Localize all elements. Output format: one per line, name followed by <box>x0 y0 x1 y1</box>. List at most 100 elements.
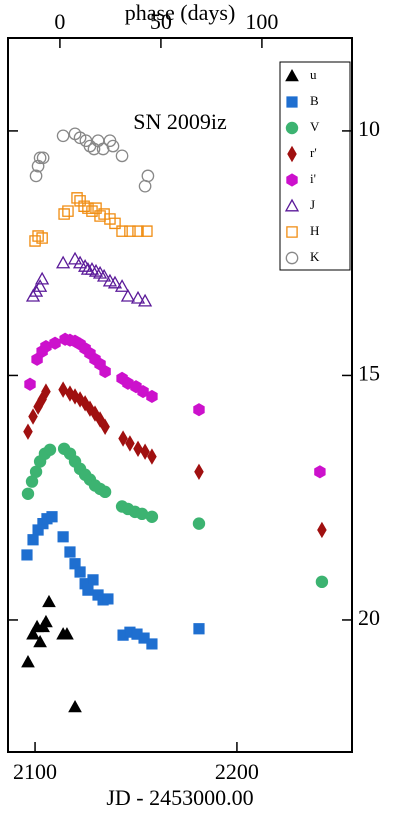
data-point <box>33 634 47 648</box>
data-point <box>21 487 35 500</box>
legend-marker <box>286 96 298 108</box>
legend-label: V <box>310 119 320 134</box>
data-point <box>71 192 83 204</box>
data-point <box>58 208 70 220</box>
data-point <box>116 225 128 237</box>
legend-label: H <box>310 223 319 238</box>
data-point <box>133 440 143 457</box>
data-point <box>36 232 48 244</box>
data-point <box>78 200 90 212</box>
y-tick-label: 15 <box>358 360 380 385</box>
data-point <box>106 139 120 153</box>
legend-label: K <box>310 249 320 264</box>
data-point <box>68 127 82 141</box>
data-point <box>193 623 205 635</box>
data-point <box>96 268 112 282</box>
data-point <box>56 129 70 143</box>
data-point <box>102 593 114 605</box>
data-point <box>56 255 71 269</box>
data-point <box>29 465 43 478</box>
data-point <box>140 443 150 460</box>
data-point <box>141 169 155 183</box>
top-tick-label: 0 <box>54 9 65 34</box>
data-point <box>98 208 110 220</box>
legend-label: i' <box>310 171 316 186</box>
y-tick-label: 10 <box>358 116 380 141</box>
data-point <box>137 384 149 399</box>
x-tick-label: 2200 <box>215 759 259 784</box>
data-point <box>317 521 327 539</box>
legend-marker <box>285 68 299 82</box>
data-point <box>86 205 98 217</box>
data-point <box>85 400 95 417</box>
data-point <box>99 364 111 379</box>
data-point <box>35 271 50 285</box>
data-point <box>109 217 121 230</box>
data-point <box>49 336 61 350</box>
data-point <box>130 290 146 304</box>
legend-marker <box>286 226 298 238</box>
data-point <box>137 293 153 307</box>
data-point <box>39 614 53 628</box>
data-point <box>33 151 47 165</box>
data-point <box>68 699 82 713</box>
plot-frame <box>7 37 353 753</box>
data-point <box>74 195 86 207</box>
data-point <box>141 225 153 237</box>
legend-marker <box>285 121 299 135</box>
legend-marker <box>286 173 298 187</box>
data-point <box>314 465 326 479</box>
data-point <box>21 654 35 668</box>
data-point <box>88 263 104 277</box>
data-point <box>46 511 58 523</box>
legend-marker <box>285 251 299 265</box>
data-point <box>194 463 204 480</box>
legend-label: r' <box>310 145 317 160</box>
data-point <box>95 411 105 428</box>
data-point <box>125 435 135 452</box>
top-tick-label: 100 <box>245 9 278 34</box>
data-point <box>90 202 102 214</box>
data-point <box>41 383 51 400</box>
data-point <box>104 213 116 225</box>
data-point <box>58 381 68 398</box>
data-point <box>114 279 130 292</box>
data-point <box>146 389 158 404</box>
data-point <box>120 288 136 302</box>
data-point <box>29 169 43 183</box>
data-point <box>43 443 57 456</box>
legend-label: J <box>310 197 315 212</box>
x-axis-label: JD - 2453000.00 <box>106 785 253 810</box>
data-point <box>84 261 100 275</box>
data-point <box>118 430 128 447</box>
data-point <box>32 230 44 242</box>
data-point <box>27 534 39 546</box>
data-point <box>315 575 329 589</box>
data-point <box>24 377 36 391</box>
data-point <box>32 279 48 292</box>
data-point <box>60 627 74 640</box>
data-point <box>23 423 33 440</box>
data-point <box>62 205 74 217</box>
data-point <box>26 627 40 640</box>
legend-label: B <box>310 93 319 108</box>
data-point <box>115 149 129 163</box>
data-point <box>73 131 87 145</box>
legend-label: u <box>310 67 317 82</box>
x-tick-label: 2100 <box>13 759 57 784</box>
data-point <box>87 142 101 156</box>
data-point <box>82 584 94 596</box>
top-tick-label: 50 <box>150 9 172 34</box>
y-tick-label: 20 <box>358 605 380 630</box>
data-point <box>72 255 88 269</box>
data-point <box>100 418 110 435</box>
data-point <box>74 566 86 578</box>
data-point <box>57 531 69 543</box>
data-point <box>21 549 33 561</box>
data-point <box>147 448 157 465</box>
data-point <box>64 546 76 558</box>
data-point <box>192 517 206 530</box>
data-point <box>65 385 75 402</box>
data-point <box>146 638 158 650</box>
